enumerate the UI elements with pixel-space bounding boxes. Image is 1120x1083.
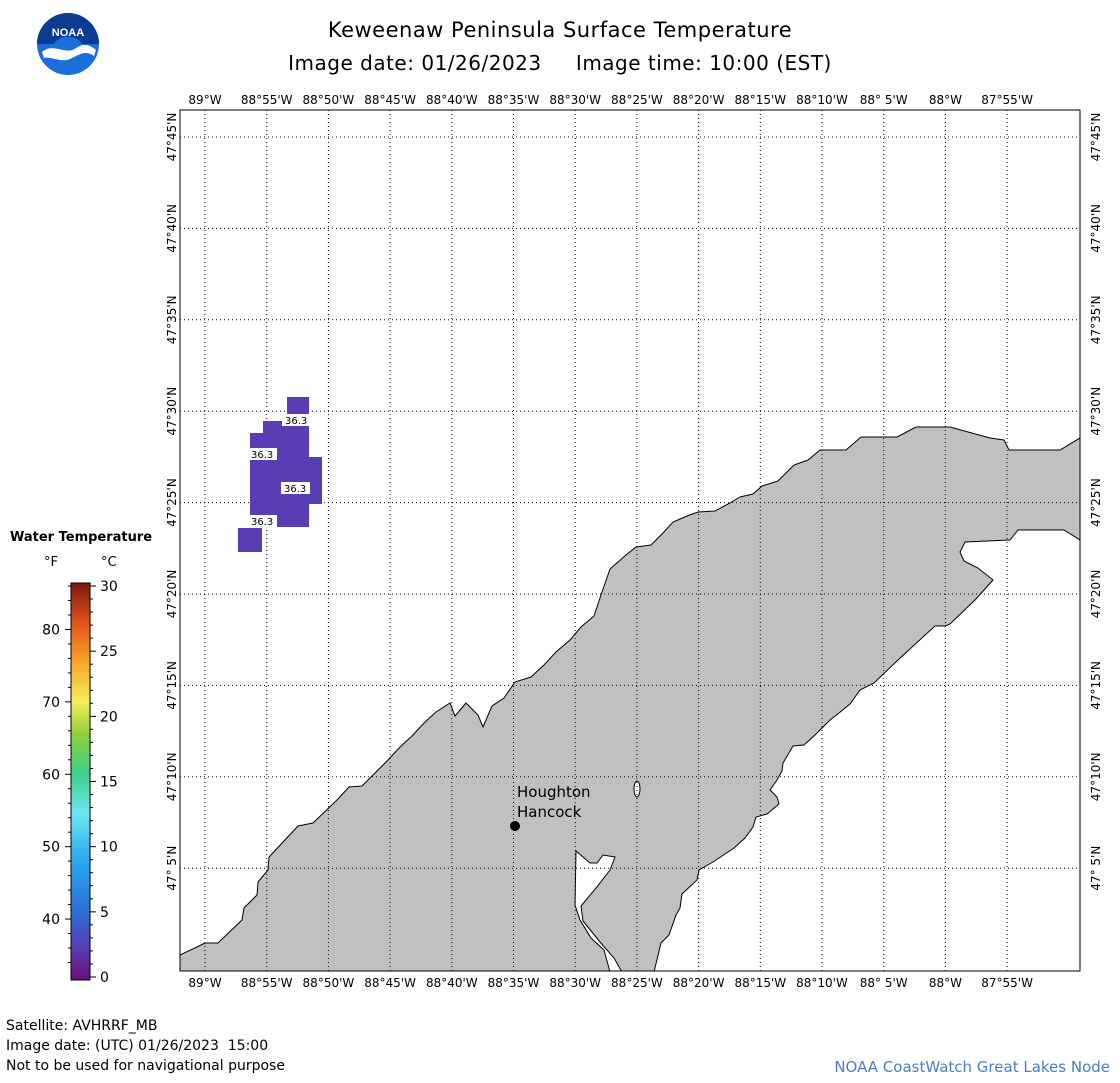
lon-label-top: 88° 5'W [860, 93, 908, 107]
lon-label-top: 88°15'W [734, 93, 786, 107]
lon-label-bottom: 87°55'W [981, 976, 1033, 990]
legend-c-tick: 5 [100, 905, 109, 921]
legend-unit-celsius: °C [101, 555, 117, 570]
temp-label: 36.3 [284, 484, 306, 495]
city-label-hancock: Hancock [517, 803, 582, 821]
lat-label-left: 47°10'N [165, 752, 179, 801]
image-date-label: Image date: [288, 51, 415, 75]
footer-credit: NOAA CoastWatch Great Lakes Node [834, 1058, 1110, 1076]
image-time-label: Image time: [575, 51, 703, 75]
lon-label-top: 88°20'W [673, 93, 725, 107]
lon-label-top: 88°35'W [488, 93, 540, 107]
lon-label-bottom: 88°30'W [549, 976, 601, 990]
lat-label-right: 47°45'N [1089, 113, 1103, 162]
lon-label-bottom: 88°35'W [488, 976, 540, 990]
temp-pixel [238, 528, 262, 552]
houghton-hancock-marker [510, 821, 520, 831]
lon-label-top: 88°50'W [303, 93, 355, 107]
footer-satellite: Satellite: AVHRRF_MB [6, 1018, 158, 1034]
lat-label-right: 47°15'N [1089, 661, 1103, 710]
legend-f-tick: 60 [42, 767, 60, 783]
map-frame [179, 109, 1081, 972]
lon-label-bottom: 88°40'W [426, 976, 478, 990]
inland-lake [633, 780, 641, 798]
legend-f-tick: 40 [42, 912, 60, 928]
lat-label-left: 47° 5'N [165, 846, 179, 891]
legend-c-tick: 0 [100, 970, 109, 986]
keweenaw-land [180, 426, 1080, 971]
legend-f-tick: 70 [42, 695, 60, 711]
legend-c-tick: 10 [100, 840, 118, 856]
lat-label-right: 47°25'N [1089, 478, 1103, 527]
footer-utc-date: Image date: (UTC) 01/26/2023 15:00 [6, 1038, 269, 1054]
lon-label-top: 88°40'W [426, 93, 478, 107]
lat-label-right: 47°40'N [1089, 204, 1103, 253]
legend-c-tick: 20 [100, 709, 118, 725]
lon-label-bottom: 88°45'W [364, 976, 416, 990]
lat-label-right: 47°20'N [1089, 570, 1103, 619]
legend-color-bar [70, 582, 91, 981]
lon-label-bottom: 88°10'W [796, 976, 848, 990]
lon-label-bottom: 88°15'W [734, 976, 786, 990]
footer-disclaimer: Not to be used for navigational purpose [6, 1058, 285, 1074]
image-time: 10:00 (EST) [709, 51, 832, 75]
city-label-houghton: Houghton [517, 783, 591, 801]
lat-label-right: 47°30'N [1089, 387, 1103, 436]
legend-f-tick: 80 [42, 622, 60, 638]
lon-label-top: 88°55'W [241, 93, 293, 107]
lat-label-left: 47°25'N [165, 478, 179, 527]
temp-label: 36.3 [285, 416, 307, 427]
temperature-labels: 36.3 36.3 36.3 36.3 [249, 414, 310, 528]
lon-label-bottom: 88°W [929, 976, 962, 990]
lon-label-top: 88°30'W [549, 93, 601, 107]
lon-label-top: 88°45'W [364, 93, 416, 107]
legend-f-tick: 50 [42, 840, 60, 856]
logo-text: NOAA [52, 27, 84, 39]
image-date-time: Image date: 01/26/2023 Image time: 10:00… [180, 51, 940, 75]
lon-label-top: 88°25'W [611, 93, 663, 107]
temp-label: 36.3 [251, 450, 273, 461]
lat-label-right: 47° 5'N [1089, 846, 1103, 891]
temp-pixel [250, 457, 322, 504]
legend-c-tick: 30 [100, 579, 118, 595]
image-date: 01/26/2023 [421, 51, 542, 75]
lon-label-bottom: 88°55'W [241, 976, 293, 990]
legend-c-tick: 15 [100, 775, 118, 791]
lon-label-top: 87°55'W [981, 93, 1033, 107]
lat-label-left: 47°35'N [165, 295, 179, 344]
temp-pixel [287, 397, 309, 414]
lat-label-right: 47°10'N [1089, 752, 1103, 801]
lon-label-bottom: 88°25'W [611, 976, 663, 990]
legend-c-tick: 25 [100, 644, 118, 660]
lon-label-bottom: 88° 5'W [860, 976, 908, 990]
lon-label-top: 89°W [188, 93, 221, 107]
lat-label-left: 47°15'N [165, 661, 179, 710]
lat-label-left: 47°30'N [165, 387, 179, 436]
temp-label: 36.3 [251, 517, 273, 528]
legend-unit-fahrenheit: °F [44, 555, 58, 570]
map-title: Keweenaw Peninsula Surface Temperature [327, 18, 793, 42]
lon-label-bottom: 88°50'W [303, 976, 355, 990]
lon-label-bottom: 89°W [188, 976, 221, 990]
lon-label-top: 88°W [929, 93, 962, 107]
legend-title: Water Temperature [10, 530, 153, 545]
lat-label-left: 47°45'N [165, 113, 179, 162]
noaa-logo-icon: NOAA [37, 13, 99, 75]
temperature-pixels [238, 397, 322, 552]
lat-label-left: 47°40'N [165, 204, 179, 253]
lon-label-bottom: 88°20'W [673, 976, 725, 990]
lon-label-top: 88°10'W [796, 93, 848, 107]
lat-label-right: 47°35'N [1089, 295, 1103, 344]
lat-label-left: 47°20'N [165, 570, 179, 619]
